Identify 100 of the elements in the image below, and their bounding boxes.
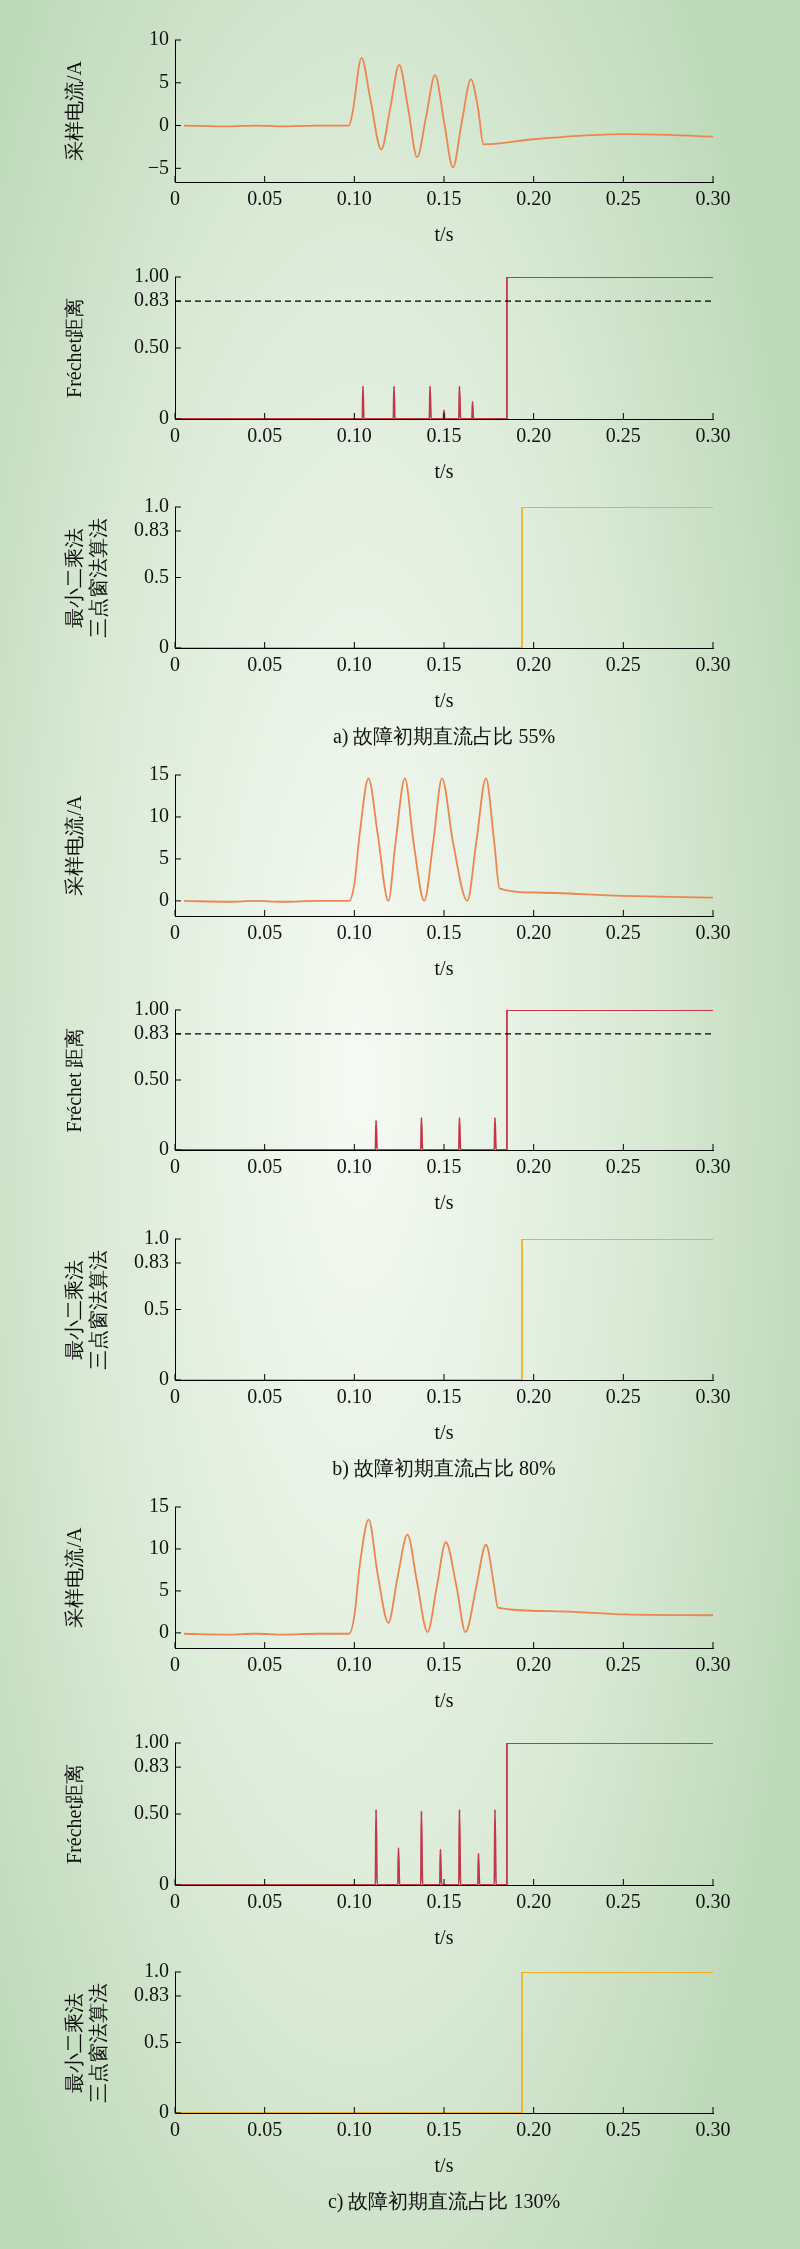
y-tick-label: 0.83	[134, 1754, 169, 1777]
x-tick-label: 0.30	[695, 1155, 731, 1178]
y-axis-title: Fréchet距离	[63, 298, 86, 398]
y-tick-label: 0	[159, 1137, 169, 1160]
y-tick-label: 1.00	[134, 264, 169, 287]
x-tick-label: 0.15	[426, 2118, 462, 2141]
x-tick-label: 0.15	[426, 424, 462, 447]
x-tick-label: 0.05	[247, 424, 283, 447]
text: b) 故障初期直流占比 80%	[331, 1456, 557, 1480]
x-tick-label: 0.15	[426, 1385, 462, 1408]
line-series	[175, 1010, 713, 1150]
x-tick-label: 0.20	[516, 653, 552, 676]
x-tick-label: 0.30	[695, 653, 731, 676]
x-tick-label: 0.10	[336, 1890, 372, 1913]
x-tick-label: 0.10	[336, 653, 372, 676]
line-series	[183, 57, 713, 169]
y-tick-label: 0.5	[144, 2029, 169, 2052]
y-tick-label: 1.00	[134, 997, 169, 1020]
x-tick-label: 0.30	[695, 424, 731, 447]
x-tick-label: 0.30	[695, 187, 731, 210]
x-tick-label: 0.05	[247, 653, 283, 676]
x-tick-label: 0.15	[426, 1890, 462, 1913]
text: c) 故障初期直流占比 130%	[326, 2189, 562, 2213]
y-tick-label: 0	[159, 1367, 169, 1390]
x-tick-label: 0.20	[516, 2118, 552, 2141]
y-axis-title: 采样电流/A	[63, 60, 86, 161]
x-tick-label: 0.25	[605, 2118, 641, 2141]
x-tick-label: 0.15	[426, 1155, 462, 1178]
x-axis-title: t/s	[434, 1926, 454, 1949]
x-tick-label: 0.20	[516, 1890, 552, 1913]
x-tick-label: 0.10	[336, 187, 372, 210]
x-tick-label: 0.25	[605, 1890, 641, 1913]
y-axis-title: 最小二乘法三点窗法算法	[63, 517, 110, 638]
x-tick-label: 0.05	[247, 2118, 283, 2141]
y-tick-label: 5	[159, 846, 169, 869]
x-tick-label: 0.15	[426, 653, 462, 676]
x-tick-label: 0.05	[247, 1385, 283, 1408]
x-tick-label: 0.25	[605, 1385, 641, 1408]
y-tick-label: 0.83	[134, 1983, 169, 2006]
x-tick-label: 0.20	[516, 1155, 552, 1178]
x-tick-label: 0.20	[516, 1385, 552, 1408]
y-tick-label: 0.50	[134, 335, 169, 358]
x-tick-label: 0.30	[695, 2118, 731, 2141]
x-tick-label: 0.05	[247, 921, 283, 944]
y-axis-title: Fréchet 距离	[63, 1027, 86, 1133]
x-tick-label: 0.30	[695, 1385, 731, 1408]
x-tick-label: 0.25	[605, 187, 641, 210]
y-tick-label: 0.83	[134, 1250, 169, 1273]
y-tick-label: 1.0	[144, 1226, 169, 1249]
x-tick-label: 0.10	[336, 1385, 372, 1408]
x-tick-label: 0.25	[605, 921, 641, 944]
x-tick-label: 0.15	[426, 921, 462, 944]
y-tick-label: 0	[159, 888, 169, 911]
y-tick-label: 5	[159, 70, 169, 93]
x-tick-label: 0.10	[336, 2118, 372, 2141]
y-tick-label: 1.0	[144, 1959, 169, 1982]
x-tick-label: 0.10	[336, 424, 372, 447]
y-tick-label: 5	[159, 1578, 169, 1601]
x-tick-label: 0.15	[426, 1653, 462, 1676]
y-tick-label: 0	[159, 635, 169, 658]
y-tick-label: 0.83	[134, 288, 169, 311]
x-axis-title: t/s	[434, 223, 454, 246]
x-tick-label: 0.20	[516, 921, 552, 944]
x-tick-label: 0.25	[605, 1155, 641, 1178]
x-tick-label: 0.25	[605, 424, 641, 447]
y-tick-label: 0	[159, 406, 169, 429]
x-tick-label: 0.30	[695, 1653, 731, 1676]
x-axis-title: t/s	[434, 957, 454, 980]
x-tick-label: 0.20	[516, 187, 552, 210]
y-tick-label: 0.5	[144, 564, 169, 587]
y-tick-label: 10	[149, 804, 169, 827]
line-series	[183, 777, 713, 903]
y-tick-label: 1.00	[134, 1730, 169, 1753]
y-tick-label: 0	[159, 1620, 169, 1643]
x-axis-title: t/s	[434, 2154, 454, 2177]
x-tick-label: 0.10	[336, 921, 372, 944]
y-axis-title: 最小二乘法三点窗法算法	[63, 1982, 110, 2103]
x-tick-label: 0.05	[247, 1155, 283, 1178]
x-axis-title: t/s	[434, 689, 454, 712]
y-axis-title: 采样电流/A	[63, 1526, 86, 1628]
x-axis-title: t/s	[434, 1689, 454, 1712]
x-axis-title: t/s	[434, 460, 454, 483]
y-tick-label: −5	[147, 155, 169, 178]
y-tick-label: 0	[159, 2100, 169, 2123]
y-tick-label: 10	[149, 1536, 169, 1559]
x-tick-label: 0.30	[695, 1890, 731, 1913]
y-tick-label: 0.5	[144, 1296, 169, 1319]
y-axis-title: 采样电流/A	[63, 794, 86, 896]
x-tick-label: 0.10	[336, 1155, 372, 1178]
x-tick-label: 0.20	[516, 424, 552, 447]
text: a) 故障初期直流占比 55%	[331, 724, 557, 748]
x-tick-label: 0.20	[516, 1653, 552, 1676]
y-tick-label: 0.50	[134, 1801, 169, 1824]
x-tick-label: 0.10	[336, 1653, 372, 1676]
y-tick-label: 0.83	[134, 518, 169, 541]
x-tick-label: 0.25	[605, 653, 641, 676]
y-tick-label: 15	[149, 762, 169, 785]
x-tick-label: 0.25	[605, 1653, 641, 1676]
x-tick-label: 0.15	[426, 187, 462, 210]
x-tick-label: 0.05	[247, 1890, 283, 1913]
